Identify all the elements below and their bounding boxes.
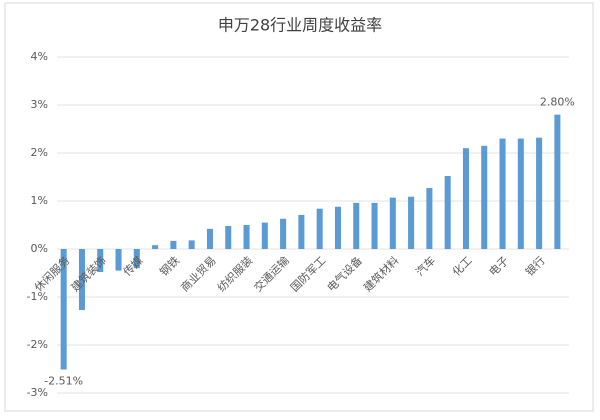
y-tick-label: -2% <box>27 338 48 351</box>
bar <box>133 249 140 269</box>
bar <box>408 196 415 249</box>
bar <box>499 138 506 249</box>
bar <box>243 225 250 249</box>
bar <box>389 197 396 249</box>
y-tick-label: 1% <box>31 194 48 207</box>
y-tick-label: -1% <box>27 290 48 303</box>
bar <box>426 188 433 249</box>
chart-frame <box>4 2 594 412</box>
bar <box>371 202 378 249</box>
bar <box>298 214 305 249</box>
bar <box>115 249 122 271</box>
bar <box>97 249 104 273</box>
y-tick-label: 0% <box>31 242 48 255</box>
bar <box>481 145 488 249</box>
bar <box>554 114 561 249</box>
y-tick-label: 2% <box>31 146 48 159</box>
bar <box>206 228 213 249</box>
bar <box>170 240 177 249</box>
y-tick-label: 3% <box>31 98 48 111</box>
bar <box>517 138 524 249</box>
bar <box>334 206 341 249</box>
bar <box>225 225 232 249</box>
bar <box>78 249 85 310</box>
data-label: -2.51% <box>44 374 83 387</box>
bar <box>353 202 360 249</box>
bar <box>316 208 323 249</box>
y-tick-label: -3% <box>27 386 48 399</box>
bar <box>261 222 268 249</box>
bar <box>444 176 451 249</box>
bar <box>536 137 543 249</box>
bar <box>60 249 67 370</box>
chart-title: 申万28行业周度收益率 <box>218 16 382 35</box>
bar <box>280 218 287 249</box>
data-label: 2.80% <box>540 96 575 109</box>
bar <box>188 240 195 249</box>
bar <box>462 148 469 249</box>
bar <box>152 245 159 249</box>
y-tick-label: 4% <box>31 50 48 63</box>
